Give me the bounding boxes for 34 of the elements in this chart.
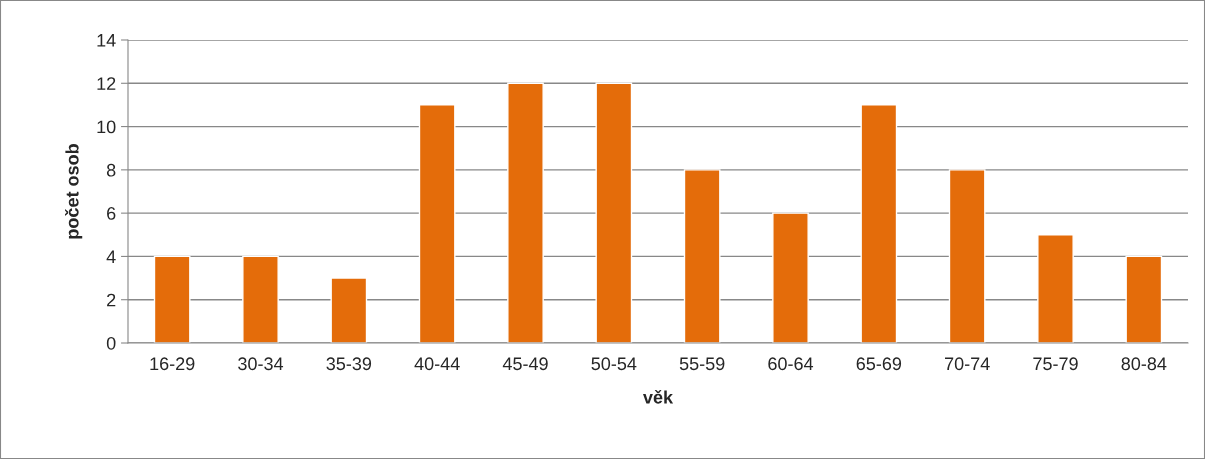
bar	[330, 277, 368, 343]
x-tick-label: 16-29	[150, 357, 195, 371]
bar	[153, 255, 191, 343]
y-tick-label: 2	[107, 293, 116, 307]
bar	[242, 255, 279, 343]
x-tick-label: 80-84	[1121, 357, 1167, 371]
x-tick-label: 40-44	[414, 357, 460, 371]
y-axis-title: počet osob	[65, 144, 83, 239]
bar	[595, 82, 633, 343]
y-tick-label: 14	[97, 34, 116, 47]
y-tick-label: 12	[97, 77, 116, 90]
bar	[860, 104, 898, 343]
y-tick-label: 8	[106, 163, 116, 177]
x-tick-label: 35-39	[326, 357, 372, 371]
y-tick-label: 4	[106, 250, 116, 263]
x-tick-label: 55-59	[679, 357, 725, 371]
x-tick-label: 70-74	[945, 357, 990, 371]
x-axis-title: věk	[643, 389, 674, 404]
bar	[1037, 234, 1074, 343]
bar	[1125, 255, 1163, 343]
bar	[948, 169, 986, 343]
x-tick-label: 60-64	[768, 357, 814, 371]
bar	[683, 169, 721, 343]
x-tick-label: 65-69	[856, 357, 902, 371]
x-tick-label: 50-54	[591, 357, 637, 371]
y-tick-label: 6	[107, 207, 116, 220]
x-tick-label: 45-49	[502, 357, 548, 371]
bar	[418, 104, 456, 343]
bar	[772, 212, 809, 343]
x-tick-label: 75-79	[1033, 357, 1078, 371]
x-tick-label: 30-34	[238, 357, 284, 371]
bar	[507, 82, 544, 343]
y-tick-label: 0	[106, 336, 116, 350]
y-tick-label: 10	[97, 120, 116, 134]
